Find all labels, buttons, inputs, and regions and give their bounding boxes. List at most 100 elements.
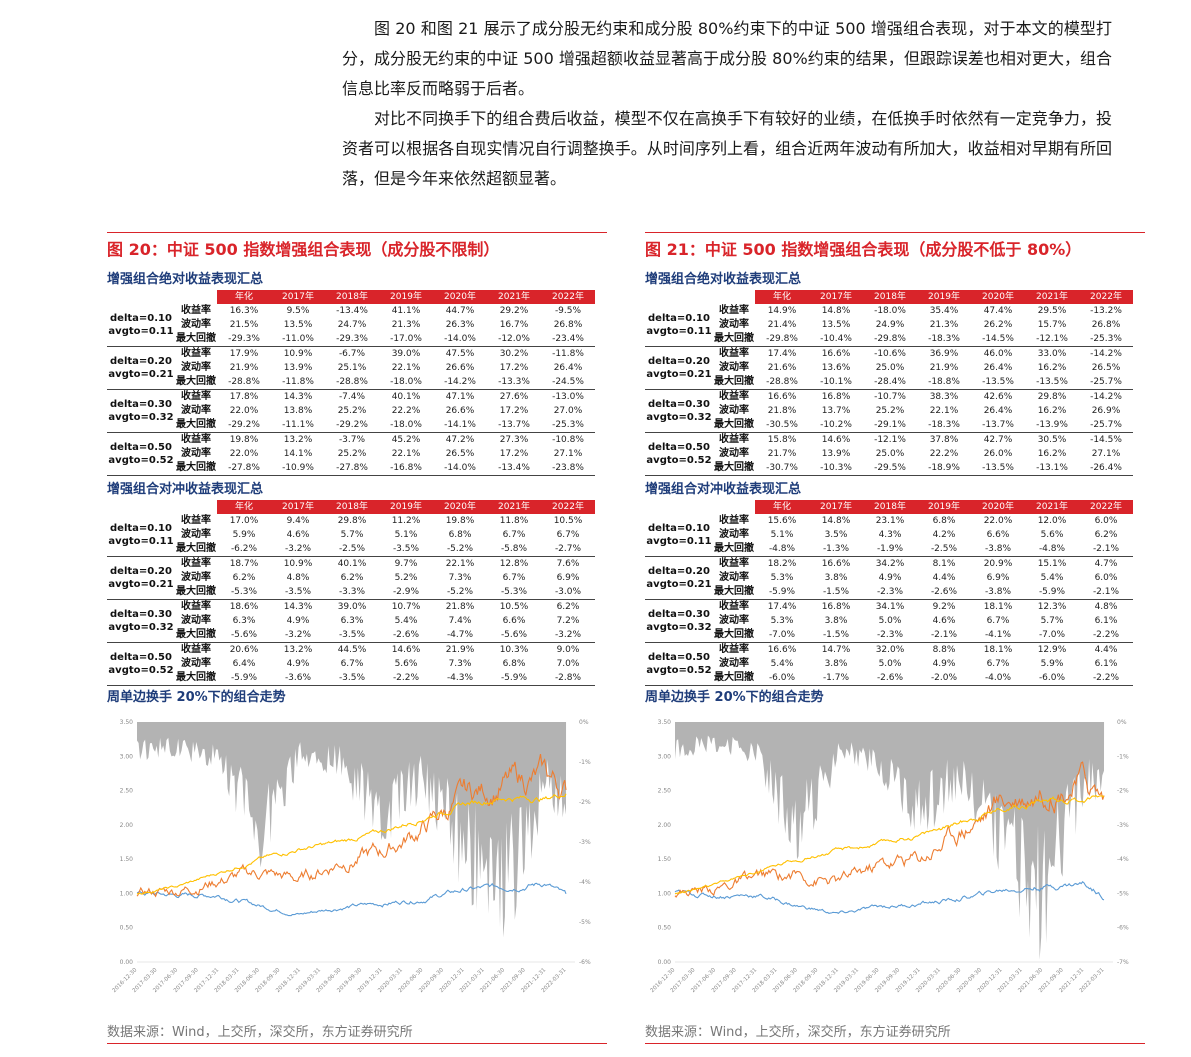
y-left-tick: 1.50 <box>658 856 672 863</box>
table-cell: -3.6% <box>271 671 325 686</box>
table-cell: 10.9% <box>283 349 313 359</box>
table-cell: 22.1% <box>391 449 421 459</box>
table-cell: 6.8% <box>448 530 472 540</box>
column-header: 2020年 <box>433 290 487 304</box>
table-cell: 42.7% <box>983 435 1013 445</box>
group-delta: delta=0.10 <box>648 313 710 324</box>
table-cell: 16.6% <box>767 392 797 402</box>
group-label: delta=0.20 avgto=0.21 <box>107 556 175 600</box>
table-cell: -18.0% <box>874 306 906 316</box>
table-cell: 16.8% <box>821 392 851 402</box>
table-cell: 6.1% <box>1094 659 1118 669</box>
table-row: delta=0.10 avgto=0.11 收益率 15.6% 14.8% 23.1% 6.… <box>645 514 1133 557</box>
column-header: 年化 <box>755 500 809 514</box>
table-cell: 25.2% <box>337 449 367 459</box>
y-left-tick: 1.50 <box>120 856 134 863</box>
y-right-tick: -4% <box>579 879 591 886</box>
table-row: 最大回撤 -29.8% -10.4% -29.8% -18.3% -14.5% -12.1%… <box>645 332 1133 347</box>
metric-label: 收益率 <box>719 558 749 569</box>
group-delta: delta=0.20 <box>110 356 172 367</box>
group-delta: delta=0.10 <box>648 523 710 534</box>
metric-label: 收益率 <box>181 515 211 526</box>
table-cell: 5.9% <box>232 530 256 540</box>
table-cell: -25.3% <box>541 418 595 433</box>
group-delta: delta=0.30 <box>110 399 172 410</box>
table-cell: 5.6% <box>394 659 418 669</box>
group-delta: delta=0.30 <box>648 399 710 410</box>
table-cell: 9.7% <box>394 559 418 569</box>
table-cell: 6.0% <box>1094 516 1118 526</box>
table-cell: -18.3% <box>917 332 971 347</box>
table-cell: 6.7% <box>986 616 1010 626</box>
table-cell: -7.0% <box>755 628 809 643</box>
group-avgto: avgto=0.21 <box>108 579 174 590</box>
table-cell: -13.1% <box>1025 461 1079 476</box>
table-cell: 16.2% <box>1037 406 1067 416</box>
table-cell: 18.2% <box>767 559 797 569</box>
table-cell: -3.2% <box>541 628 595 643</box>
header-blank <box>645 290 755 304</box>
table-cell: 5.4% <box>770 659 794 669</box>
table-cell: 14.7% <box>821 645 851 655</box>
table-cell: -4.8% <box>1025 542 1079 557</box>
table-cell: 7.2% <box>556 616 580 626</box>
table-cell: 6.8% <box>502 659 526 669</box>
table-row: delta=0.10 avgto=0.11 收益率 14.9% 14.8% -18.0% 3… <box>645 304 1133 347</box>
table-cell: 40.1% <box>337 559 367 569</box>
table-cell: 15.6% <box>767 516 797 526</box>
portfolio-trend-chart: 对冲最大回撤中证500增强净值对冲净值3.503.002.502.001.501… <box>112 719 591 994</box>
series-drawdown-area <box>675 722 1105 960</box>
table-cell: 21.9% <box>445 645 475 655</box>
table-cell: 21.6% <box>767 363 797 373</box>
y-right-tick: -5% <box>1117 890 1129 897</box>
table-cell: 26.3% <box>445 320 475 330</box>
table-cell: -18.9% <box>917 461 971 476</box>
table-cell: 3.8% <box>824 659 848 669</box>
table-row: delta=0.20 avgto=0.21 收益率 17.9% 10.9% -6.7% 39… <box>107 346 595 390</box>
column-header: 2018年 <box>325 290 379 304</box>
table-cell: 26.6% <box>445 406 475 416</box>
table-cell: -25.7% <box>1079 375 1133 390</box>
table-cell: -14.0% <box>433 461 487 476</box>
table-row: 最大回撤 -28.8% -10.1% -28.4% -18.8% -13.5% -13.5%… <box>645 375 1133 390</box>
metric-label: 最大回撤 <box>713 418 755 433</box>
group-delta: delta=0.10 <box>110 313 172 324</box>
group-delta: delta=0.30 <box>110 609 172 620</box>
table-row: 波动率 21.6% 13.6% 25.0% 21.9% 26.4% 16.2% 26.5% <box>645 361 1133 375</box>
table-cell: -7.4% <box>338 392 366 402</box>
metric-label: 最大回撤 <box>713 585 755 600</box>
table-cell: -29.3% <box>325 332 379 347</box>
y-left-tick: 3.00 <box>658 753 672 760</box>
column-header: 年化 <box>217 290 271 304</box>
group-label: delta=0.30 avgto=0.32 <box>107 389 175 433</box>
group-delta: delta=0.30 <box>648 609 710 620</box>
table-cell: -2.1% <box>1079 585 1133 600</box>
metric-label: 最大回撤 <box>713 332 755 347</box>
table-cell: 4.3% <box>878 530 902 540</box>
y-right-tick: -3% <box>1117 822 1129 829</box>
table-row: delta=0.20 avgto=0.21 收益率 18.2% 16.6% 34.2% 8.… <box>645 556 1133 600</box>
table-cell: -3.8% <box>971 585 1025 600</box>
y-right-tick: -5% <box>579 919 591 926</box>
table-cell: 47.2% <box>445 435 475 445</box>
group-label: delta=0.50 avgto=0.52 <box>645 642 713 686</box>
group-avgto: avgto=0.32 <box>646 412 712 423</box>
column-header: 2022年 <box>1079 290 1133 304</box>
group-delta: delta=0.20 <box>110 566 172 577</box>
table-cell: 16.3% <box>229 306 259 316</box>
table-cell: 14.9% <box>767 306 797 316</box>
table-cell: 4.9% <box>932 659 956 669</box>
portfolio-trend-chart: 对冲最大回撤中证500增强净值对冲净值3.503.002.502.001.501… <box>650 719 1129 994</box>
table-cell: 7.6% <box>556 559 580 569</box>
table-cell: -23.4% <box>541 332 595 347</box>
table-cell: 25.0% <box>875 449 905 459</box>
table-cell: -13.7% <box>487 418 541 433</box>
y-left-tick: 2.00 <box>120 822 134 829</box>
group-label: delta=0.50 avgto=0.52 <box>107 432 175 476</box>
table-row: delta=0.50 avgto=0.52 收益率 16.6% 14.7% 32.0% 8.… <box>645 642 1133 686</box>
table-cell: 10.5% <box>553 516 583 526</box>
column-header: 2021年 <box>487 500 541 514</box>
group-avgto: avgto=0.21 <box>646 369 712 380</box>
metric-label: 波动率 <box>181 405 211 416</box>
figure-21-panel: 图 21：中证 500 指数增强组合表现（成分股不低于 80%） 增强组合绝对收… <box>645 232 1145 1044</box>
